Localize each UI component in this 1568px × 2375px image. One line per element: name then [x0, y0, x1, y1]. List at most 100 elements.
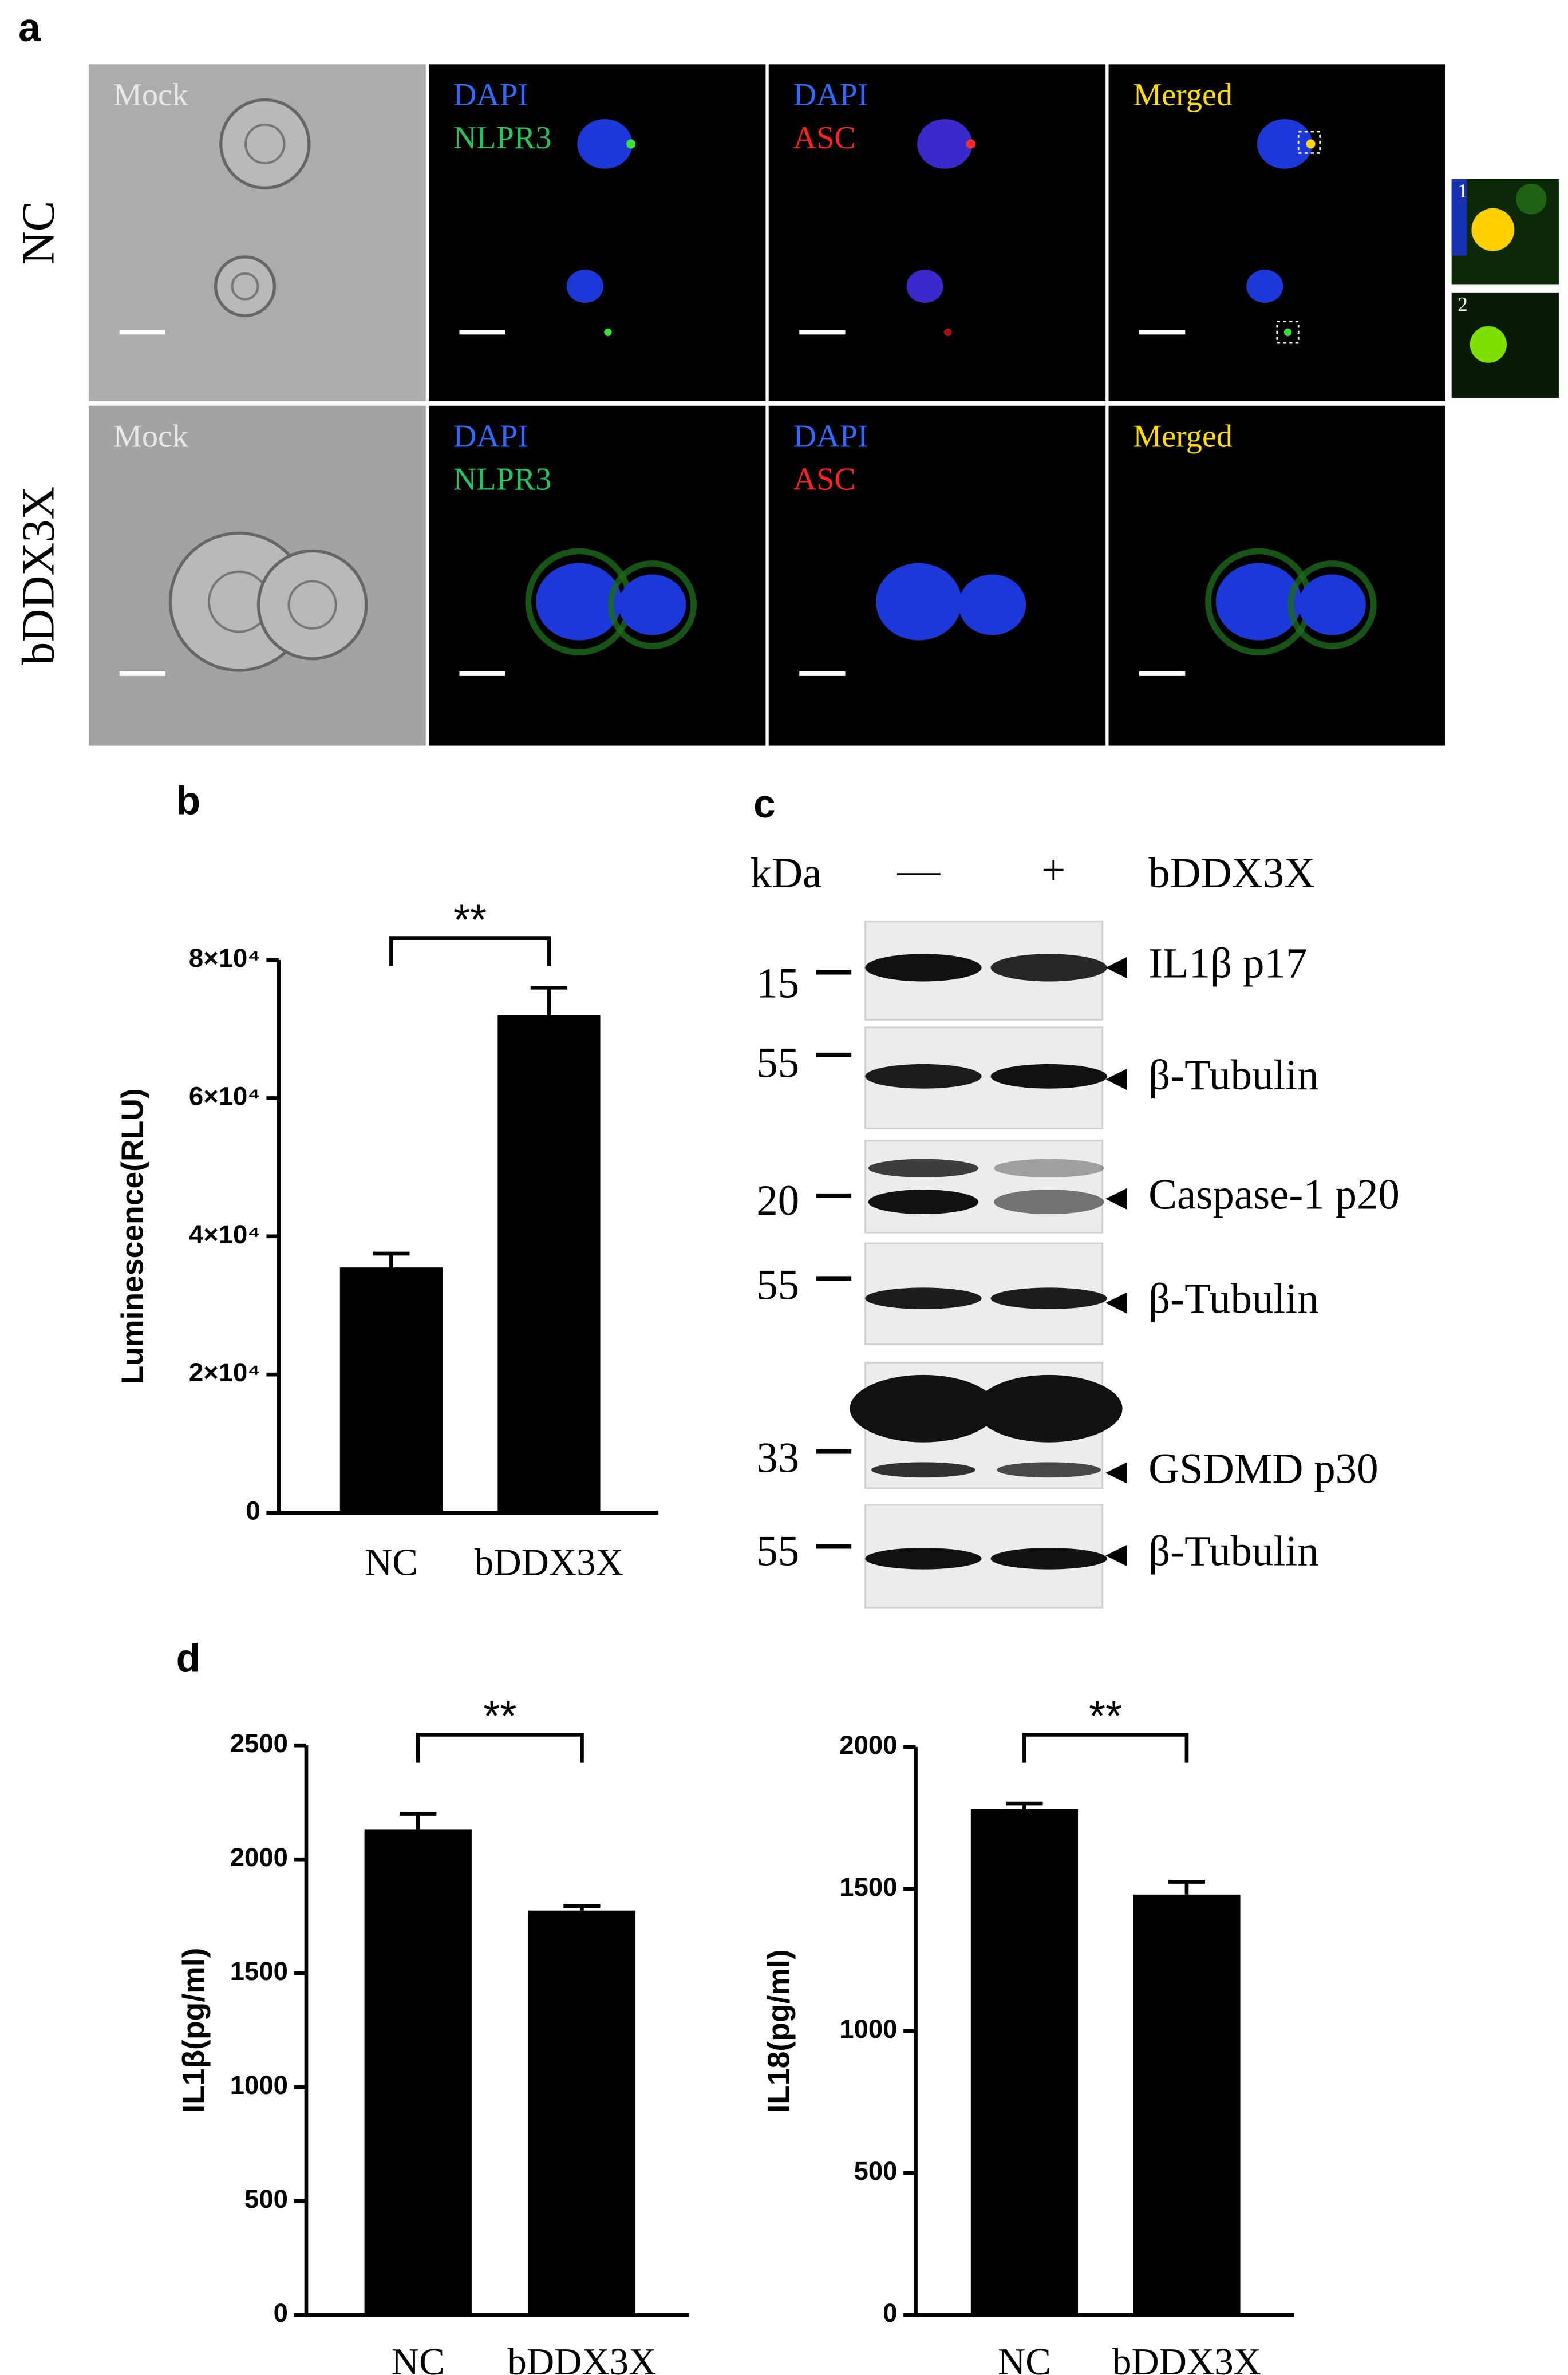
significance-bracket — [389, 936, 551, 966]
band — [871, 1462, 975, 1478]
band — [868, 1159, 979, 1177]
lane-label: + — [1041, 846, 1065, 894]
channel-label: DAPI — [453, 419, 528, 455]
channel-label: Mock — [113, 419, 189, 455]
x-tick-label: NC — [392, 2341, 445, 2375]
inset-speck — [1470, 326, 1507, 363]
x-tick-label: bDDX3X — [507, 2341, 656, 2375]
bar — [1133, 1894, 1241, 2315]
y-tick-label: 500 — [244, 2184, 288, 2214]
micrographs: Mock DAPI NLPR3 DAPI ASC Merged Mock DAPI NLPR3 D… — [89, 64, 1445, 746]
band-label: β-Tubulin — [1148, 1275, 1319, 1322]
band — [990, 954, 1107, 982]
significance-bracket — [416, 1733, 584, 1763]
nucleus — [1298, 574, 1366, 635]
bar — [528, 1910, 636, 2315]
western-blot: c kDa — + bDDX3X 15 IL1β p17 55 β-Tubulin 20… — [751, 781, 1400, 1609]
channel-label: ASC — [793, 120, 856, 156]
band-label: β-Tubulin — [1148, 1528, 1319, 1575]
y-tick-label: 0 — [274, 2298, 288, 2327]
cytoplasm — [1287, 560, 1377, 650]
bar-chart: 0 500 1000 1500 2000 IL18(pg/ml) NC bDDX3X ** — [762, 1692, 1294, 2375]
lane-label: — — [896, 846, 941, 894]
y-tick-label: 1000 — [839, 2014, 897, 2044]
nucleus — [1215, 563, 1302, 641]
speck — [604, 328, 612, 337]
nucleus — [958, 574, 1026, 635]
y-tick-label: 2×10⁴ — [189, 1358, 260, 1387]
significance-label: ** — [1089, 1692, 1122, 1740]
marker-label: 15 — [756, 959, 799, 1007]
cell-core — [244, 123, 286, 165]
panel-label: b — [176, 779, 200, 823]
band — [990, 1287, 1107, 1309]
bar — [339, 1267, 443, 1513]
y-axis-label: IL18(pg/ml) — [762, 1949, 796, 2112]
significance-label: ** — [483, 1692, 516, 1740]
charts: b 0 2×10⁴ 4×10⁴ 6×10⁴ 8×10⁴ Luminescence(RLU) N… — [116, 779, 1294, 2375]
x-tick-label: bDDX3X — [1112, 2341, 1261, 2375]
blot-strips: 15 IL1β p17 55 β-Tubulin 20 Caspase-1 p20 55 β-… — [756, 920, 1400, 1609]
band — [850, 1374, 997, 1443]
cell — [214, 255, 277, 318]
x-tick-label: NC — [998, 2341, 1051, 2375]
cell — [256, 549, 368, 661]
band — [975, 1374, 1123, 1443]
speck — [626, 139, 636, 149]
band-label: IL1β p17 — [1148, 940, 1307, 987]
band — [865, 954, 982, 982]
y-tick-label: 6×10⁴ — [189, 1081, 260, 1111]
arrowhead — [1105, 1068, 1127, 1090]
arrowhead — [1105, 1544, 1127, 1567]
row-label: bDDX3X — [13, 487, 64, 665]
cell — [219, 98, 311, 190]
bar-chart: d 0 500 1000 1500 2000 2500 IL1β(pg/ml) NC bDDX3X… — [176, 1635, 689, 2375]
arrowhead — [1105, 957, 1127, 979]
inset-nucleus — [1451, 179, 1467, 256]
marker-label: 55 — [756, 1528, 799, 1575]
band-label: GSDMD p30 — [1148, 1445, 1378, 1492]
bar-chart: b 0 2×10⁴ 4×10⁴ 6×10⁴ 8×10⁴ Luminescence(RLU) N… — [116, 779, 659, 1584]
inset-texture — [1516, 183, 1547, 215]
nucleus — [1246, 270, 1283, 303]
channel-label: Merged — [1133, 419, 1233, 455]
speck — [966, 139, 975, 149]
channel-label: ASC — [793, 461, 856, 497]
x-tick-label: bDDX3X — [475, 1542, 623, 1584]
speck — [1306, 139, 1316, 149]
cell-core — [231, 272, 259, 301]
blot-strip — [864, 1140, 1104, 1234]
y-tick-label: 0 — [883, 2298, 897, 2327]
y-tick-label: 1500 — [230, 1957, 288, 1986]
band — [865, 1287, 982, 1309]
y-tick-label: 0 — [246, 1496, 260, 1526]
y-axis-label: Luminescence(RLU) — [116, 1088, 150, 1384]
y-tick-label: 4×10⁴ — [189, 1220, 260, 1249]
band — [993, 1190, 1104, 1215]
nucleus — [875, 563, 962, 641]
y-tick-label: 2000 — [839, 1730, 897, 1760]
nucleus — [906, 270, 943, 303]
channel-label: Merged — [1133, 77, 1233, 113]
band-label: Caspase-1 p20 — [1148, 1171, 1400, 1218]
treatment-label: bDDX3X — [1148, 849, 1315, 897]
inset-label: 1 — [1458, 180, 1467, 202]
marker-label: 33 — [756, 1435, 799, 1482]
arrowhead — [1105, 1462, 1127, 1484]
roi-box — [1276, 321, 1300, 344]
micrograph — [1108, 64, 1445, 401]
y-tick-label: 1500 — [839, 1872, 897, 1902]
channel-label: NLPR3 — [453, 461, 552, 497]
channel-label: NLPR3 — [453, 120, 552, 156]
y-tick-label: 8×10⁴ — [189, 943, 260, 973]
marker-label: 55 — [756, 1039, 799, 1086]
inset-label: 2 — [1458, 293, 1467, 315]
cell-core — [287, 580, 337, 630]
band — [865, 1064, 982, 1089]
channel-label: DAPI — [793, 77, 868, 113]
significance-label: ** — [453, 896, 487, 944]
inset-speck — [1471, 208, 1515, 251]
nucleus — [1257, 119, 1313, 169]
nucleus — [577, 119, 633, 169]
